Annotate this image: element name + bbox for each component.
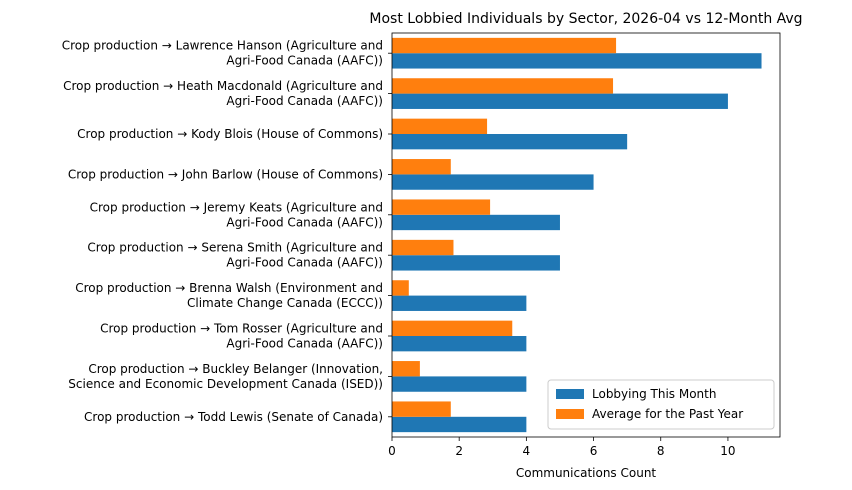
y-tick-label-line: Science and Economic Development Canada … (68, 377, 383, 391)
y-tick-label-line: Agri-Food Canada (AAFC)) (226, 94, 383, 108)
y-tick-label-0: Crop production → Lawrence Hanson (Agric… (62, 39, 383, 68)
bar-this-month-9 (392, 416, 527, 433)
y-tick-label-line: Agri-Food Canada (AAFC)) (226, 337, 383, 351)
chart-title: Most Lobbied Individuals by Sector, 2026… (369, 11, 802, 27)
y-tick-label-6: Crop production → Brenna Walsh (Environm… (75, 281, 383, 310)
y-tick-label-line: Crop production → Todd Lewis (Senate of … (84, 410, 383, 424)
y-tick-label-line: Crop production → Tom Rosser (Agricultur… (100, 322, 383, 336)
axes-group: Crop production → Lawrence Hanson (Agric… (62, 32, 781, 458)
legend-entry-0: Lobbying This Month (592, 387, 716, 401)
y-tick-label-line: Agri-Food Canada (AAFC)) (226, 54, 383, 68)
bar-this-month-2 (392, 134, 628, 150)
y-tick-label-line: Crop production → Brenna Walsh (Environm… (75, 281, 383, 295)
y-tick-label-5: Crop production → Serena Smith (Agricult… (87, 241, 383, 270)
y-tick-label-line: Crop production → Kody Blois (House of C… (77, 127, 383, 141)
bar-this-month-0 (392, 53, 762, 69)
bar-this-month-8 (392, 376, 527, 392)
x-tick-label-10: 10 (720, 444, 735, 458)
y-tick-label-9: Crop production → Todd Lewis (Senate of … (84, 410, 383, 424)
y-tick-label-8: Crop production → Buckley Belanger (Inno… (68, 362, 383, 391)
y-tick-label-4: Crop production → Jeremy Keats (Agricult… (90, 200, 383, 229)
y-tick-label-7: Crop production → Tom Rosser (Agricultur… (100, 322, 383, 351)
bar-past-year-avg-5 (392, 239, 454, 256)
bars-group (392, 37, 762, 433)
x-axis-label: Communications Count (516, 466, 657, 480)
y-tick-label-line: Crop production → Heath Macdonald (Agric… (63, 79, 383, 93)
bar-this-month-5 (392, 255, 560, 271)
bar-past-year-avg-9 (392, 401, 451, 417)
bar-past-year-avg-8 (392, 361, 420, 377)
bar-this-month-3 (392, 174, 594, 190)
y-tick-label-line: Crop production → John Barlow (House of … (68, 167, 383, 181)
bar-this-month-7 (392, 336, 527, 352)
y-tick-label-2: Crop production → Kody Blois (House of C… (77, 127, 383, 141)
bar-past-year-avg-4 (392, 199, 491, 215)
bar-this-month-1 (392, 93, 728, 109)
x-tick-label-2: 2 (455, 444, 463, 458)
plot-frame (391, 32, 781, 438)
y-tick-label-line: Crop production → Jeremy Keats (Agricult… (90, 200, 383, 214)
y-tick-label-3: Crop production → John Barlow (House of … (68, 167, 383, 181)
x-tick-label-8: 8 (657, 444, 665, 458)
x-tick-label-0: 0 (388, 444, 396, 458)
bar-past-year-avg-3 (392, 159, 451, 175)
bar-this-month-6 (392, 295, 527, 311)
legend: Lobbying This Month Average for the Past … (547, 379, 775, 430)
y-tick-label-line: Agri-Food Canada (AAFC)) (226, 215, 383, 229)
y-tick-label-line: Agri-Food Canada (AAFC)) (226, 256, 383, 270)
y-tick-label-line: Crop production → Serena Smith (Agricult… (87, 241, 383, 255)
x-tick-label-6: 6 (590, 444, 598, 458)
y-tick-label-line: Crop production → Buckley Belanger (Inno… (88, 362, 383, 376)
x-tick-label-4: 4 (523, 444, 531, 458)
legend-box (547, 379, 775, 430)
bar-past-year-avg-1 (392, 78, 614, 94)
y-tick-label-line: Climate Change Canada (ECCC)) (187, 296, 383, 310)
bar-past-year-avg-0 (392, 37, 617, 54)
bar-past-year-avg-6 (392, 280, 409, 296)
y-tick-label-line: Crop production → Lawrence Hanson (Agric… (62, 39, 383, 53)
legend-swatch-0 (556, 389, 584, 399)
legend-swatch-1 (556, 409, 584, 419)
bar-past-year-avg-2 (392, 118, 488, 134)
y-tick-label-1: Crop production → Heath Macdonald (Agric… (63, 79, 383, 108)
bar-past-year-avg-7 (392, 320, 513, 336)
legend-entry-1: Average for the Past Year (592, 407, 743, 421)
bar-this-month-4 (392, 214, 560, 231)
